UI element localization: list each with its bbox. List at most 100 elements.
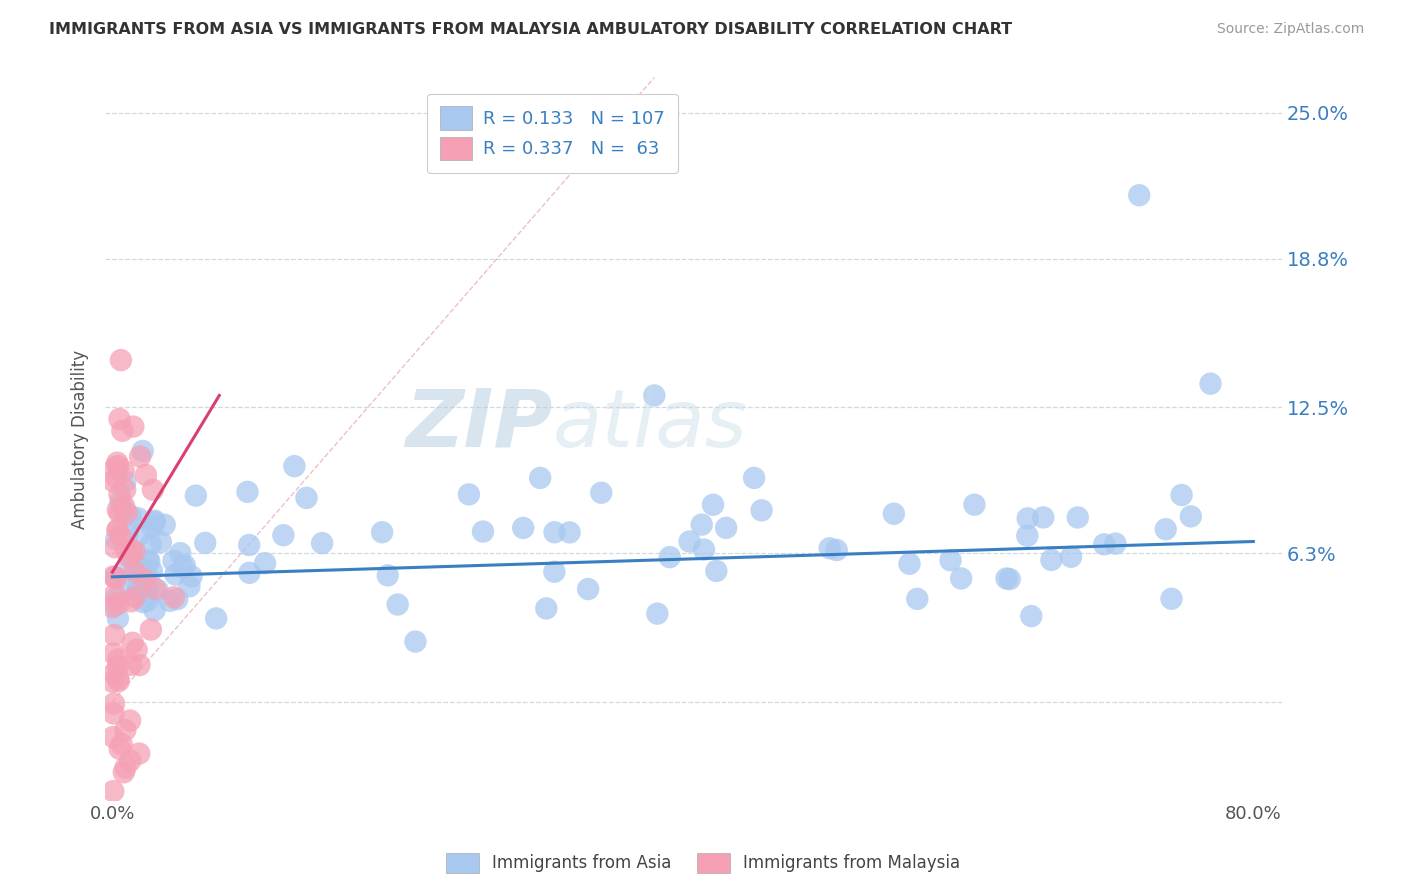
Point (898, 557, 921, 571)
Text: atlas: atlas (553, 385, 747, 464)
Point (1067, 510, 1090, 524)
Point (1128, 188, 1150, 202)
Point (105, 571, 128, 585)
Point (115, 506, 138, 520)
Point (110, 353, 132, 368)
Point (108, 412, 131, 426)
Point (995, 572, 1018, 586)
Legend: R = 0.133   N = 107, R = 0.337   N =  63: R = 0.133 N = 107, R = 0.337 N = 63 (427, 94, 678, 173)
Point (643, 388, 665, 402)
Point (105, 591, 128, 605)
Point (103, 784, 125, 798)
Point (104, 598, 127, 612)
Point (404, 634, 426, 648)
Point (132, 444, 155, 458)
Point (457, 487, 479, 501)
Point (120, 657, 142, 672)
Point (165, 567, 187, 582)
Point (1032, 510, 1054, 524)
Point (107, 674, 129, 689)
Point (103, 628, 125, 642)
Point (138, 554, 160, 568)
Point (112, 503, 135, 517)
Point (139, 623, 162, 637)
Point (111, 424, 134, 438)
Point (108, 506, 131, 520)
Point (163, 591, 186, 605)
Text: Source: ZipAtlas.com: Source: ZipAtlas.com (1216, 22, 1364, 37)
Y-axis label: Ambulatory Disability: Ambulatory Disability (72, 350, 89, 529)
Point (127, 582, 149, 597)
Point (693, 542, 716, 557)
Point (387, 598, 409, 612)
Point (105, 471, 128, 485)
Point (104, 570, 127, 584)
Point (112, 765, 135, 780)
Point (706, 564, 728, 578)
Point (139, 537, 162, 551)
Point (112, 464, 135, 478)
Point (742, 471, 765, 485)
Point (143, 582, 166, 596)
Point (658, 550, 681, 565)
Point (122, 555, 145, 569)
Point (184, 489, 207, 503)
Point (1160, 591, 1182, 606)
Point (103, 647, 125, 661)
Point (114, 723, 136, 737)
Point (295, 491, 318, 505)
Point (104, 541, 127, 555)
Point (143, 514, 166, 528)
Point (107, 659, 129, 673)
Point (121, 636, 143, 650)
Point (120, 508, 142, 523)
Point (111, 737, 134, 751)
Point (714, 521, 737, 535)
Point (205, 611, 228, 625)
Point (818, 541, 841, 556)
Point (101, 600, 124, 615)
Point (472, 524, 495, 539)
Point (543, 565, 565, 579)
Point (114, 761, 136, 775)
Point (128, 658, 150, 673)
Point (103, 706, 125, 721)
Point (543, 525, 565, 540)
Point (128, 586, 150, 600)
Point (678, 534, 700, 549)
Point (124, 544, 146, 558)
Point (751, 503, 773, 517)
Point (1199, 376, 1222, 391)
Point (108, 487, 131, 501)
Point (115, 575, 138, 590)
Point (238, 566, 260, 580)
Point (1017, 529, 1039, 543)
Point (172, 560, 194, 574)
Point (136, 593, 159, 607)
Point (371, 525, 394, 540)
Point (1154, 522, 1177, 536)
Point (1040, 553, 1063, 567)
Point (120, 754, 142, 768)
Text: IMMIGRANTS FROM ASIA VS IMMIGRANTS FROM MALAYSIA AMBULATORY DISABILITY CORRELATI: IMMIGRANTS FROM ASIA VS IMMIGRANTS FROM … (49, 22, 1012, 37)
Point (146, 583, 169, 598)
Point (998, 572, 1021, 586)
Point (118, 550, 141, 565)
Point (122, 419, 145, 434)
Point (273, 528, 295, 542)
Point (536, 601, 558, 615)
Point (121, 545, 143, 559)
Point (110, 529, 132, 543)
Point (558, 525, 581, 540)
Point (115, 542, 138, 557)
Point (238, 538, 260, 552)
Point (141, 520, 163, 534)
Point (103, 474, 125, 488)
Point (180, 569, 202, 583)
Point (107, 459, 129, 474)
Point (939, 553, 962, 567)
Point (135, 566, 157, 581)
Point (963, 498, 986, 512)
Point (377, 568, 399, 582)
Point (104, 588, 127, 602)
